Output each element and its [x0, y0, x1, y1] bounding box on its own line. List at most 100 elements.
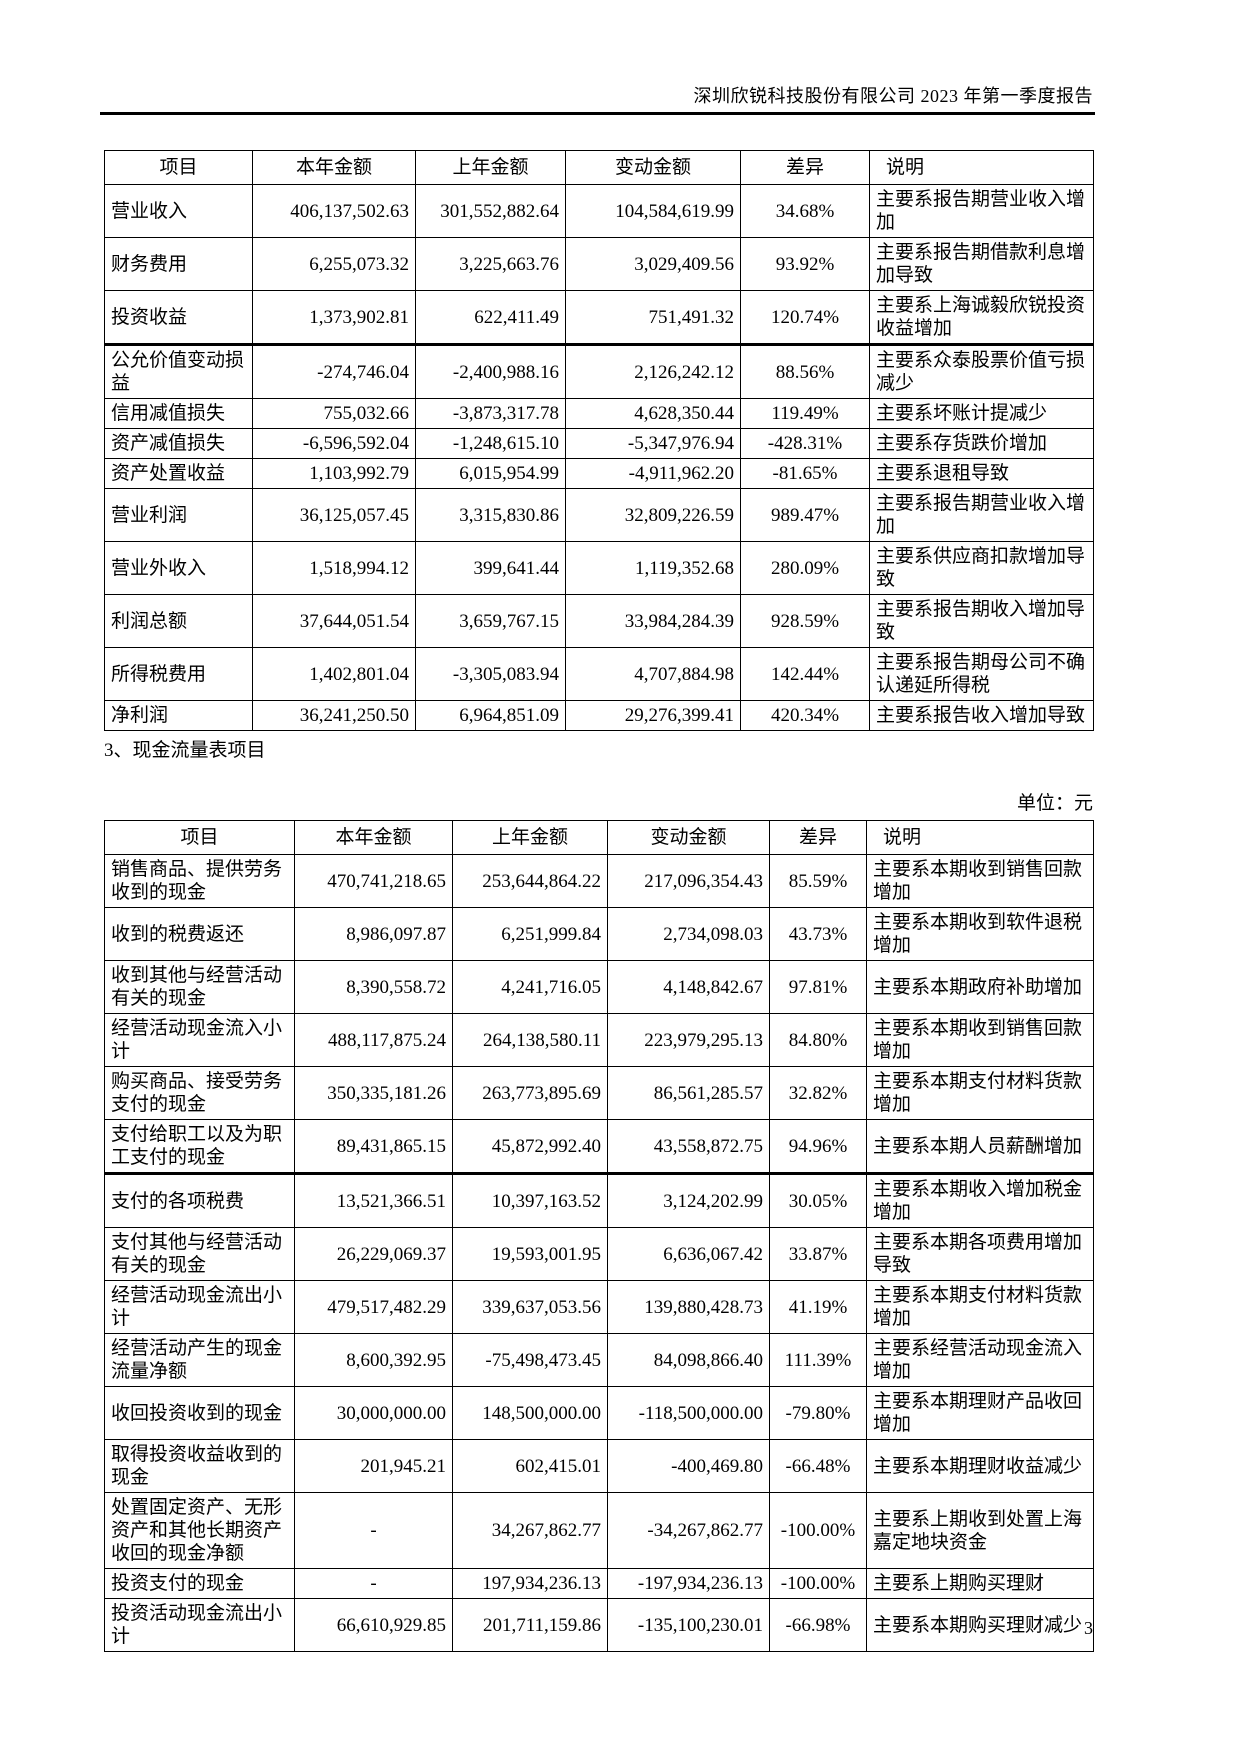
cell-item: 支付给职工以及为职工支付的现金 [104, 1119, 295, 1174]
cell-current-amount: -6,596,592.04 [252, 428, 416, 459]
cell-change-amount: -4,911,962.20 [565, 458, 741, 489]
table-row: 取得投资收益收到的现金 201,945.21 602,415.01 -400,469.… [104, 1439, 1094, 1493]
cell-current-amount: 479,517,482.29 [294, 1280, 453, 1334]
cell-current-amount: 89,431,865.15 [294, 1119, 453, 1174]
unit-label: 单位：元 [1016, 793, 1093, 814]
table-row: 收回投资收到的现金 30,000,000.00 148,500,000.00 -118… [104, 1386, 1094, 1440]
cell-prior-amount: 34,267,862.77 [452, 1492, 608, 1569]
cell-prior-amount: 197,934,236.13 [452, 1568, 608, 1599]
cell-diff-percent: 43.73% [769, 907, 867, 961]
cell-prior-amount: 3,659,767.15 [415, 594, 566, 648]
cell-current-amount: 8,986,097.87 [294, 907, 453, 961]
cell-change-amount: -197,934,236.13 [607, 1568, 770, 1599]
cell-current-amount: 1,373,902.81 [252, 290, 416, 345]
cell-item: 营业利润 [104, 488, 253, 542]
cell-prior-amount: 201,711,159.86 [452, 1598, 608, 1652]
cell-diff-percent: -100.00% [769, 1492, 867, 1569]
cell-prior-amount: 264,138,580.11 [452, 1013, 608, 1067]
cell-change-amount: 84,098,866.40 [607, 1333, 770, 1387]
cell-current-amount: 30,000,000.00 [294, 1386, 453, 1440]
cell-prior-amount: 3,315,830.86 [415, 488, 566, 542]
cell-prior-amount: 4,241,716.05 [452, 960, 608, 1014]
cell-prior-amount: 3,225,663.76 [415, 237, 566, 291]
cell-note: 主要系本期支付材料货款增加 [866, 1066, 1094, 1120]
cell-note: 主要系本期收入增加税金增加 [866, 1172, 1094, 1228]
cell-item: 经营活动现金流出小计 [104, 1280, 295, 1334]
column-header: 项目 [104, 820, 295, 855]
cell-current-amount: - [294, 1492, 453, 1569]
cell-diff-percent: 119.49% [740, 398, 870, 429]
section-label: 3、现金流量表项目 [104, 740, 266, 761]
cell-change-amount: 1,119,352.68 [565, 541, 741, 595]
cell-prior-amount: -2,400,988.16 [415, 343, 566, 399]
table-row: 经营活动现金流入小计 488,117,875.24 264,138,580.11 22… [104, 1013, 1094, 1067]
cell-diff-percent: 33.87% [769, 1227, 867, 1281]
cell-diff-percent: 41.19% [769, 1280, 867, 1334]
cell-item: 信用减值损失 [104, 398, 253, 429]
cell-diff-percent: 928.59% [740, 594, 870, 648]
cell-diff-percent: 88.56% [740, 343, 870, 399]
cell-prior-amount: 263,773,895.69 [452, 1066, 608, 1120]
cell-current-amount: 1,518,994.12 [252, 541, 416, 595]
cell-change-amount: 217,096,354.43 [607, 854, 770, 908]
cell-note: 主要系本期收到销售回款增加 [866, 1013, 1094, 1067]
cell-current-amount: 26,229,069.37 [294, 1227, 453, 1281]
table-row: 公允价值变动损益 -274,746.04 -2,400,988.16 2,126,24… [104, 343, 1094, 399]
cell-item: 收到其他与经营活动有关的现金 [104, 960, 295, 1014]
cell-diff-percent: -428.31% [740, 428, 870, 459]
table-row: 信用减值损失 755,032.66 -3,873,317.78 4,628,350.4… [104, 398, 1094, 429]
cell-item: 收到的税费返还 [104, 907, 295, 961]
cell-prior-amount: -3,873,317.78 [415, 398, 566, 429]
table-row: 收到其他与经营活动有关的现金 8,390,558.72 4,241,716.05 4,… [104, 960, 1094, 1014]
table-row: 销售商品、提供劳务收到的现金 470,741,218.65 253,644,864.… [104, 854, 1094, 908]
cell-prior-amount: 622,411.49 [415, 290, 566, 345]
cell-note: 主要系本期政府补助增加 [866, 960, 1094, 1014]
cell-current-amount: 1,402,801.04 [252, 647, 416, 701]
cell-item: 资产减值损失 [104, 428, 253, 459]
cell-diff-percent: 111.39% [769, 1333, 867, 1387]
cell-change-amount: -118,500,000.00 [607, 1386, 770, 1440]
cell-current-amount: -274,746.04 [252, 343, 416, 399]
column-header: 差异 [769, 820, 867, 855]
cell-current-amount: 8,600,392.95 [294, 1333, 453, 1387]
cell-current-amount: 1,103,992.79 [252, 458, 416, 489]
page-content: 项目 本年金额 上年金额 变动金额 差异 说明 营业收入 406,137,502.63 301… [104, 150, 1094, 1652]
column-header: 变动金额 [565, 150, 741, 185]
cell-diff-percent: 94.96% [769, 1119, 867, 1174]
cell-diff-percent: 85.59% [769, 854, 867, 908]
cell-note: 主要系经营活动现金流入增加 [866, 1333, 1094, 1387]
cell-note: 主要系上期购买理财 [866, 1568, 1094, 1599]
cell-current-amount: 755,032.66 [252, 398, 416, 429]
table-row: 投资收益 1,373,902.81 622,411.49 751,491.32 120.… [104, 290, 1094, 345]
cell-diff-percent: 32.82% [769, 1066, 867, 1120]
cell-prior-amount: -1,248,615.10 [415, 428, 566, 459]
cell-item: 收回投资收到的现金 [104, 1386, 295, 1440]
cell-item: 购买商品、接受劳务支付的现金 [104, 1066, 295, 1120]
cell-item: 营业收入 [104, 184, 253, 238]
cell-diff-percent: -100.00% [769, 1568, 867, 1599]
cell-change-amount: 3,029,409.56 [565, 237, 741, 291]
table-row: 营业利润 36,125,057.45 3,315,830.86 32,809,226.… [104, 488, 1094, 542]
header-row: 项目 本年金额 上年金额 变动金额 差异 说明 [104, 150, 1094, 185]
cell-diff-percent: 989.47% [740, 488, 870, 542]
cell-diff-percent: 30.05% [769, 1172, 867, 1228]
cell-item: 处置固定资产、无形资产和其他长期资产收回的现金净额 [104, 1492, 295, 1569]
cell-change-amount: 4,628,350.44 [565, 398, 741, 429]
cell-item: 资产处置收益 [104, 458, 253, 489]
cell-diff-percent: -66.98% [769, 1598, 867, 1652]
cell-change-amount: -135,100,230.01 [607, 1598, 770, 1652]
cell-note: 主要系存货跌价增加 [869, 428, 1094, 459]
cell-item: 销售商品、提供劳务收到的现金 [104, 854, 295, 908]
cell-change-amount: 33,984,284.39 [565, 594, 741, 648]
cell-item: 投资活动现金流出小计 [104, 1598, 295, 1652]
cell-current-amount: - [294, 1568, 453, 1599]
cell-note: 主要系退租导致 [869, 458, 1094, 489]
doc-header: 深圳欣锐科技股份有限公司 2023 年第一季度报告 [104, 82, 1093, 108]
column-header: 本年金额 [252, 150, 416, 185]
cell-current-amount: 66,610,929.85 [294, 1598, 453, 1652]
table-row: 购买商品、接受劳务支付的现金 350,335,181.26 263,773,895.… [104, 1066, 1094, 1120]
doc-header-title: 深圳欣锐科技股份有限公司 2023 年第一季度报告 [693, 86, 1093, 106]
cell-item: 公允价值变动损益 [104, 343, 253, 399]
cell-diff-percent: 120.74% [740, 290, 870, 345]
cell-change-amount: 43,558,872.75 [607, 1119, 770, 1174]
